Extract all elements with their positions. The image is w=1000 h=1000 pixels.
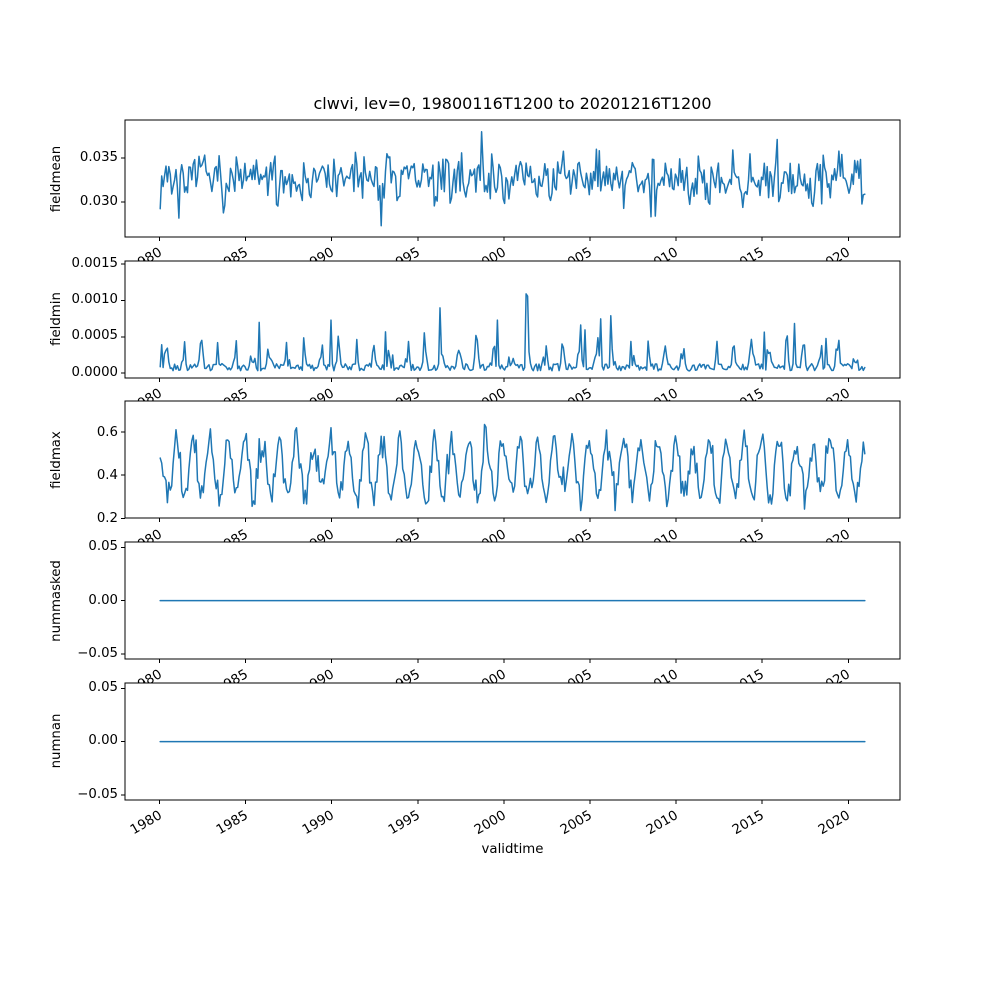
subplot-canvas-fieldmax: [121, 400, 901, 523]
data-line-fieldmax: [159, 424, 866, 512]
y-tick-label: 0.6: [96, 424, 118, 440]
data-line-fieldmin: [159, 292, 866, 372]
tick-marks: [121, 432, 849, 523]
y-tick-label: 0.035: [79, 149, 118, 165]
subplot-fieldmean: fieldmean 0.030 0.035 1980 1985 1990 1995 2000 2…: [0, 106, 1000, 261]
y-tick-label: −0.05: [77, 645, 118, 661]
y-tick-label: 0.05: [88, 539, 118, 555]
subplot-canvas-numnan: [121, 682, 901, 804]
figure-title: clwvi, lev=0, 19800116T1200 to 20201216T…: [313, 94, 712, 113]
y-tick-label: 0.030: [79, 193, 118, 209]
subplot-canvas-fieldmin: [121, 260, 901, 382]
tick-marks: [121, 687, 849, 804]
tick-marks: [121, 546, 849, 664]
subplot-fieldmin: fieldmin 0.0000 0.0005 0.0010 0.0015 1980 1985…: [0, 247, 1000, 401]
subplot-canvas-fieldmean: [121, 119, 901, 242]
y-tick-label: 0.0005: [71, 328, 118, 344]
subplot-nummasked: nummasked −0.05 0.00 0.05 1980 1985 1990 1995 20…: [0, 528, 1000, 683]
tick-marks: [121, 263, 849, 382]
y-tick-label: −0.05: [77, 786, 118, 802]
data-line-fieldmean: [159, 131, 866, 227]
subplot-fieldmax: fieldmax 0.2 0.4 0.6 1980 1985 1990 1995 2000 200…: [0, 387, 1000, 542]
y-tick-label: 0.0000: [71, 364, 118, 380]
tick-marks: [121, 157, 849, 242]
y-tick-label: 0.00: [88, 592, 118, 608]
subplot-numnan: numnan −0.05 0.00 0.05 1980 1985 1990 1995 2000 2…: [0, 669, 1000, 869]
y-tick-label: 0.2: [96, 510, 118, 526]
subplot-canvas-nummasked: [121, 541, 901, 664]
y-tick-label: 0.0010: [71, 292, 118, 308]
y-tick-label: 0.4: [96, 467, 118, 483]
y-tick-label: 0.00: [88, 733, 118, 749]
x-axis-label: validtime: [481, 842, 544, 857]
y-tick-label: 0.0015: [71, 255, 118, 271]
y-tick-label: 0.05: [88, 680, 118, 696]
